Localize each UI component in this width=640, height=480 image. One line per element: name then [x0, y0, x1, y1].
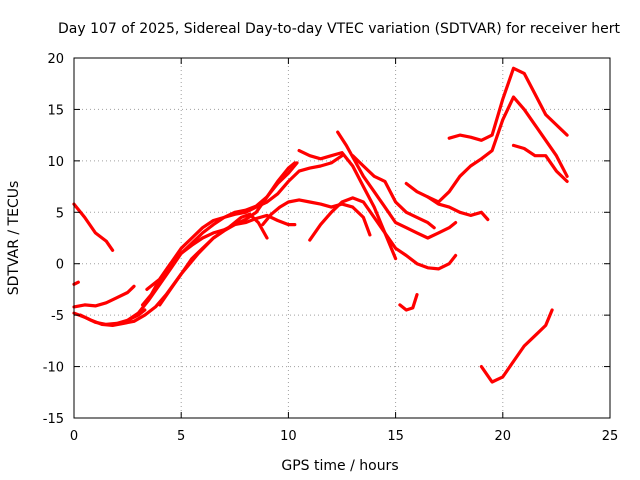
y-tick-label: -10 [43, 361, 64, 376]
data-series-group [72, 66, 569, 384]
x-tick-label: 15 [387, 429, 404, 444]
y-tick-label: 5 [56, 206, 64, 221]
series-line-trace-20 [398, 293, 419, 312]
series-line-trace-19 [479, 308, 554, 384]
x-tick-label: 5 [177, 429, 185, 444]
series-line-trace-1 [72, 202, 115, 252]
series-line-trace-13 [336, 130, 458, 240]
series-line-trace-10 [261, 198, 372, 237]
series-line-trace-6 [125, 213, 297, 322]
axis-ticks: 0 5 10 15 20 25 -15 -10 -5 0 5 10 15 20 [43, 52, 619, 444]
x-tick-label: 10 [280, 429, 297, 444]
series-line-trace-18 [511, 143, 569, 183]
x-axis-title: GPS time / hours [281, 458, 398, 474]
x-tick-label: 0 [70, 429, 78, 444]
x-tick-label: 25 [602, 429, 619, 444]
series-line-trace-5 [78, 212, 269, 327]
series-line-trace-8 [145, 154, 344, 291]
y-tick-label: 20 [47, 52, 64, 67]
series-line-trace-12 [308, 196, 458, 271]
y-tick-label: -5 [51, 309, 64, 324]
series-line-trace-2 [72, 280, 80, 286]
series-line-trace-4 [72, 284, 136, 309]
series-line-trace-14 [351, 154, 436, 230]
y-tick-label: 10 [47, 155, 64, 170]
series-line-trace-15 [404, 181, 490, 222]
series-line-trace-11 [297, 149, 398, 261]
y-axis-title: SDTVAR / TECUs [6, 181, 22, 296]
chart-title: Day 107 of 2025, Sidereal Day-to-day VTE… [58, 21, 620, 37]
grid-lines [74, 58, 610, 418]
series-line-trace-17 [447, 66, 569, 142]
plot-frame [73, 57, 611, 419]
y-tick-label: -15 [43, 412, 64, 427]
y-tick-label: 15 [47, 103, 64, 118]
series-line-trace-9 [158, 161, 297, 307]
y-tick-label: 0 [56, 258, 64, 273]
series-line-trace-16 [426, 95, 569, 204]
x-tick-label: 20 [495, 429, 512, 444]
